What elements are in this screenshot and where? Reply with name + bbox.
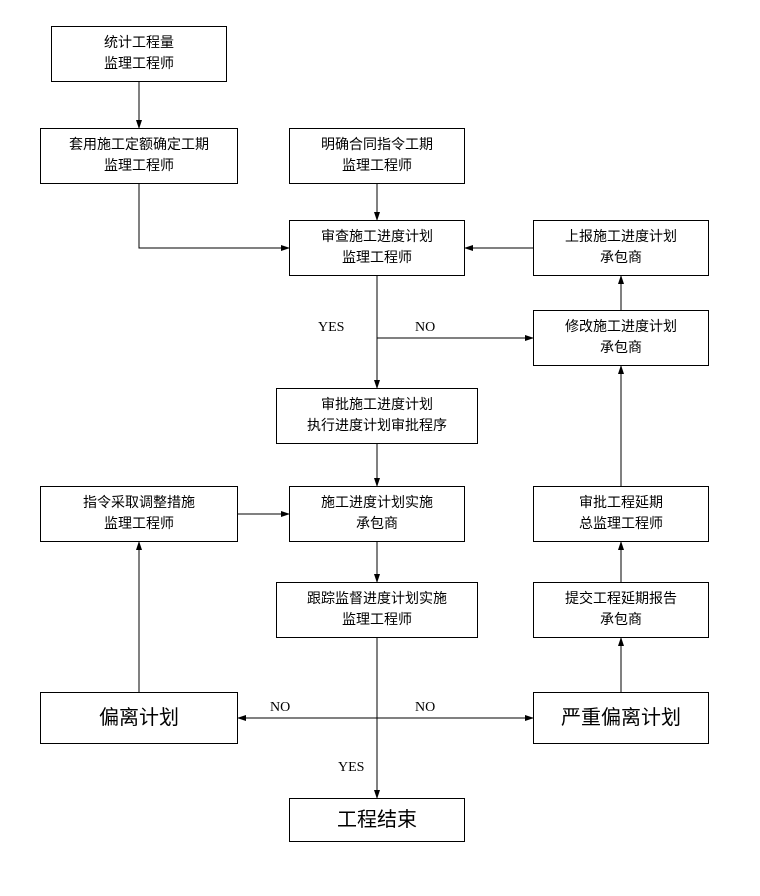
node-line1: 明确合同指令工期	[321, 135, 433, 156]
node-line2: 监理工程师	[104, 54, 174, 75]
node-line2: 监理工程师	[342, 248, 412, 269]
node-line1: 修改施工进度计划	[565, 317, 677, 338]
node-n12: 提交工程延期报告 承包商	[533, 582, 709, 638]
label-no1: NO	[415, 320, 435, 336]
node-n14: 严重偏离计划	[533, 692, 709, 744]
node-line1: 审查施工进度计划	[321, 227, 433, 248]
node-line1: 提交工程延期报告	[565, 589, 677, 610]
node-line1: 跟踪监督进度计划实施	[307, 589, 447, 610]
label-no2: NO	[270, 700, 290, 716]
node-n5: 上报施工进度计划 承包商	[533, 220, 709, 276]
node-line2: 执行进度计划审批程序	[307, 416, 447, 437]
label-no3: NO	[415, 700, 435, 716]
node-line1: 严重偏离计划	[561, 703, 681, 733]
node-line2: 总监理工程师	[579, 514, 663, 535]
node-line2: 监理工程师	[104, 514, 174, 535]
node-line1: 工程结束	[337, 805, 417, 835]
node-n7: 审批施工进度计划 执行进度计划审批程序	[276, 388, 478, 444]
node-n9: 施工进度计划实施 承包商	[289, 486, 465, 542]
node-n10: 审批工程延期 总监理工程师	[533, 486, 709, 542]
node-line1: 审批施工进度计划	[321, 395, 433, 416]
node-line1: 套用施工定额确定工期	[69, 135, 209, 156]
label-yes1: YES	[318, 320, 344, 336]
node-line2: 承包商	[600, 338, 642, 359]
node-n1: 统计工程量 监理工程师	[51, 26, 227, 82]
node-n15: 工程结束	[289, 798, 465, 842]
node-n6: 修改施工进度计划 承包商	[533, 310, 709, 366]
node-n2: 套用施工定额确定工期 监理工程师	[40, 128, 238, 184]
node-n13: 偏离计划	[40, 692, 238, 744]
node-line2: 承包商	[600, 610, 642, 631]
node-n3: 明确合同指令工期 监理工程师	[289, 128, 465, 184]
node-n4: 审查施工进度计划 监理工程师	[289, 220, 465, 276]
node-line2: 监理工程师	[342, 156, 412, 177]
node-line2: 监理工程师	[342, 610, 412, 631]
node-line2: 承包商	[600, 248, 642, 269]
node-line1: 施工进度计划实施	[321, 493, 433, 514]
node-line1: 统计工程量	[104, 33, 174, 54]
node-line2: 承包商	[356, 514, 398, 535]
node-line1: 指令采取调整措施	[83, 493, 195, 514]
node-line1: 审批工程延期	[579, 493, 663, 514]
node-line1: 上报施工进度计划	[565, 227, 677, 248]
node-n11: 跟踪监督进度计划实施 监理工程师	[276, 582, 478, 638]
node-line1: 偏离计划	[99, 703, 179, 733]
node-line2: 监理工程师	[104, 156, 174, 177]
label-yes2: YES	[338, 760, 364, 776]
flowchart-canvas: 统计工程量 监理工程师 套用施工定额确定工期 监理工程师 明确合同指令工期 监理…	[0, 0, 760, 896]
node-n8: 指令采取调整措施 监理工程师	[40, 486, 238, 542]
